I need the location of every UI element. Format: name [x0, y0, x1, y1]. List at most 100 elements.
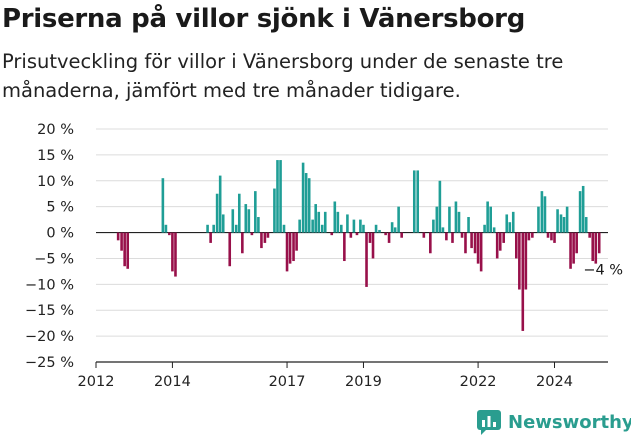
chart-title: Priserna på villor sjönk i Vänersborg: [2, 4, 526, 34]
bar: [273, 188, 276, 233]
bar: [250, 232, 254, 236]
bar: [221, 214, 225, 233]
bar: [234, 224, 238, 233]
chart-subtitle: Prisutveckling för villor i Vänersborg u…: [2, 50, 564, 102]
bar: [464, 232, 467, 254]
bar: [257, 217, 260, 233]
bar: [546, 232, 550, 238]
bar: [161, 178, 165, 233]
bar: [212, 224, 215, 233]
bar: [521, 232, 525, 331]
bar: [346, 214, 349, 233]
bar: [429, 232, 432, 254]
bar: [543, 196, 547, 233]
bar: [384, 232, 387, 236]
bar: [531, 232, 534, 238]
bar: [241, 232, 244, 254]
bar: [164, 224, 168, 233]
bar: [378, 229, 381, 233]
bar: [209, 232, 212, 243]
bar: [562, 217, 566, 233]
bar: [247, 209, 251, 233]
bar: [171, 232, 174, 272]
bar: [330, 232, 334, 236]
bars: [116, 160, 601, 331]
bar: [470, 232, 473, 249]
bar: [435, 206, 439, 233]
bar: [168, 232, 171, 236]
bar: [365, 232, 368, 287]
bar: [336, 211, 340, 233]
bar: [317, 211, 321, 233]
bar: [323, 211, 327, 233]
newsworthy-logo-icon: [477, 410, 501, 435]
bar: [559, 214, 563, 233]
bar: [540, 191, 544, 233]
bar: [397, 206, 400, 233]
bar: [448, 206, 451, 233]
bar: [492, 227, 496, 233]
bar: [565, 206, 569, 233]
bar: [266, 232, 270, 238]
bar: [276, 160, 279, 233]
x-tick-label: 2019: [345, 374, 382, 390]
bar: [355, 232, 359, 236]
bar: [320, 224, 324, 233]
bar: [279, 160, 282, 233]
bar: [288, 232, 292, 264]
bar: [498, 232, 502, 251]
bar: [298, 219, 301, 233]
y-tick-label: −10 %: [25, 277, 74, 293]
x-tick-label: 2022: [460, 374, 497, 390]
bar: [263, 232, 267, 243]
bar: [578, 191, 582, 233]
bar: [393, 227, 397, 233]
bar: [502, 232, 505, 243]
bar: [467, 217, 470, 233]
y-tick-label: 0 %: [46, 226, 74, 242]
bar: [514, 232, 518, 259]
bar: [237, 193, 241, 233]
y-tick-label: 15 %: [37, 148, 74, 164]
newsworthy-logo[interactable]: Newsworthy: [476, 409, 631, 435]
bar: [371, 232, 375, 259]
bar: [254, 191, 257, 233]
last-value-label: −4 %: [583, 262, 623, 278]
bar: [438, 180, 442, 233]
y-tick-label: 5 %: [46, 200, 74, 216]
newsworthy-logo-text: Newsworthy: [508, 411, 631, 433]
bar: [416, 170, 420, 233]
bar: [454, 201, 458, 233]
bar: [588, 232, 591, 238]
y-axis: 20 % 15 % 10 % 5 % 0 % −5 % −10 % −15 % −20 % −25…: [25, 122, 74, 371]
bar: [441, 227, 445, 233]
bar: [518, 232, 521, 290]
bar: [231, 209, 235, 233]
x-tick-label: 2012: [78, 374, 115, 390]
bar: [343, 232, 346, 262]
bar: [120, 232, 123, 251]
bar: [359, 219, 362, 233]
bar: [495, 232, 499, 259]
bar: [445, 232, 448, 241]
bar: [556, 209, 559, 233]
bar: [206, 224, 209, 233]
x-tick-label: 2017: [269, 374, 306, 390]
bar: [476, 232, 480, 264]
bar: [457, 211, 461, 233]
x-tick-label: 2024: [536, 374, 573, 390]
bar: [304, 173, 308, 233]
bar: [537, 206, 540, 233]
bar: [215, 193, 219, 233]
bar: [572, 232, 575, 264]
bar: [460, 232, 464, 238]
y-tick-label: 20 %: [37, 122, 74, 138]
x-tick-label: 2014: [154, 374, 191, 390]
bar: [123, 232, 126, 267]
bar: [524, 232, 528, 290]
bar: [301, 162, 305, 233]
bar: [451, 232, 454, 243]
y-tick-label: −20 %: [25, 329, 74, 345]
bar: [368, 232, 372, 243]
bar: [511, 211, 515, 233]
